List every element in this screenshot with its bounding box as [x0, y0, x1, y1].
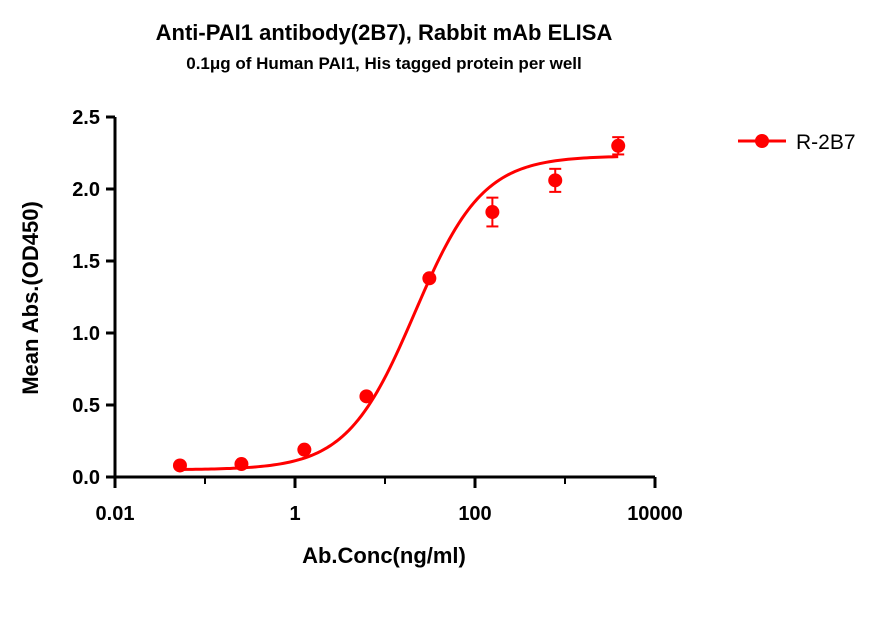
- data-point: [359, 389, 374, 404]
- data-point: [172, 458, 187, 473]
- y-tick-label: 1.0: [72, 323, 100, 345]
- data-point: [234, 457, 249, 472]
- data-point: [548, 173, 563, 188]
- legend: R-2B7: [738, 131, 856, 154]
- x-axis-label: Ab.Conc(ng/ml): [302, 543, 466, 568]
- plot-area: 0.0 0.5 1.0 1.5 2.0 2.5 0.01 1 100 10000: [72, 107, 683, 525]
- x-tick-label: 100: [458, 503, 491, 525]
- data-point: [485, 205, 500, 220]
- fit-curve: [179, 155, 619, 471]
- x-tick-label: 1: [289, 503, 300, 525]
- x-tick-label: 0.01: [96, 503, 135, 525]
- y-axis-label: Mean Abs.(OD450): [18, 201, 43, 395]
- data-point: [422, 271, 437, 286]
- y-tick-label: 2.5: [72, 107, 100, 129]
- y-tick-label: 0.0: [72, 467, 100, 489]
- chart-subtitle: 0.1μg of Human PAI1, His tagged protein …: [186, 54, 581, 73]
- y-tick-label: 2.0: [72, 179, 100, 201]
- y-tick-label: 1.5: [72, 251, 100, 273]
- legend-marker: [755, 134, 769, 148]
- data-point: [297, 442, 312, 457]
- y-tick-label: 0.5: [72, 395, 100, 417]
- x-tick-label: 10000: [627, 503, 683, 525]
- data-point: [611, 138, 626, 153]
- legend-label-r-2b7: R-2B7: [796, 131, 856, 154]
- chart-title: Anti-PAI1 antibody(2B7), Rabbit mAb ELIS…: [156, 20, 613, 45]
